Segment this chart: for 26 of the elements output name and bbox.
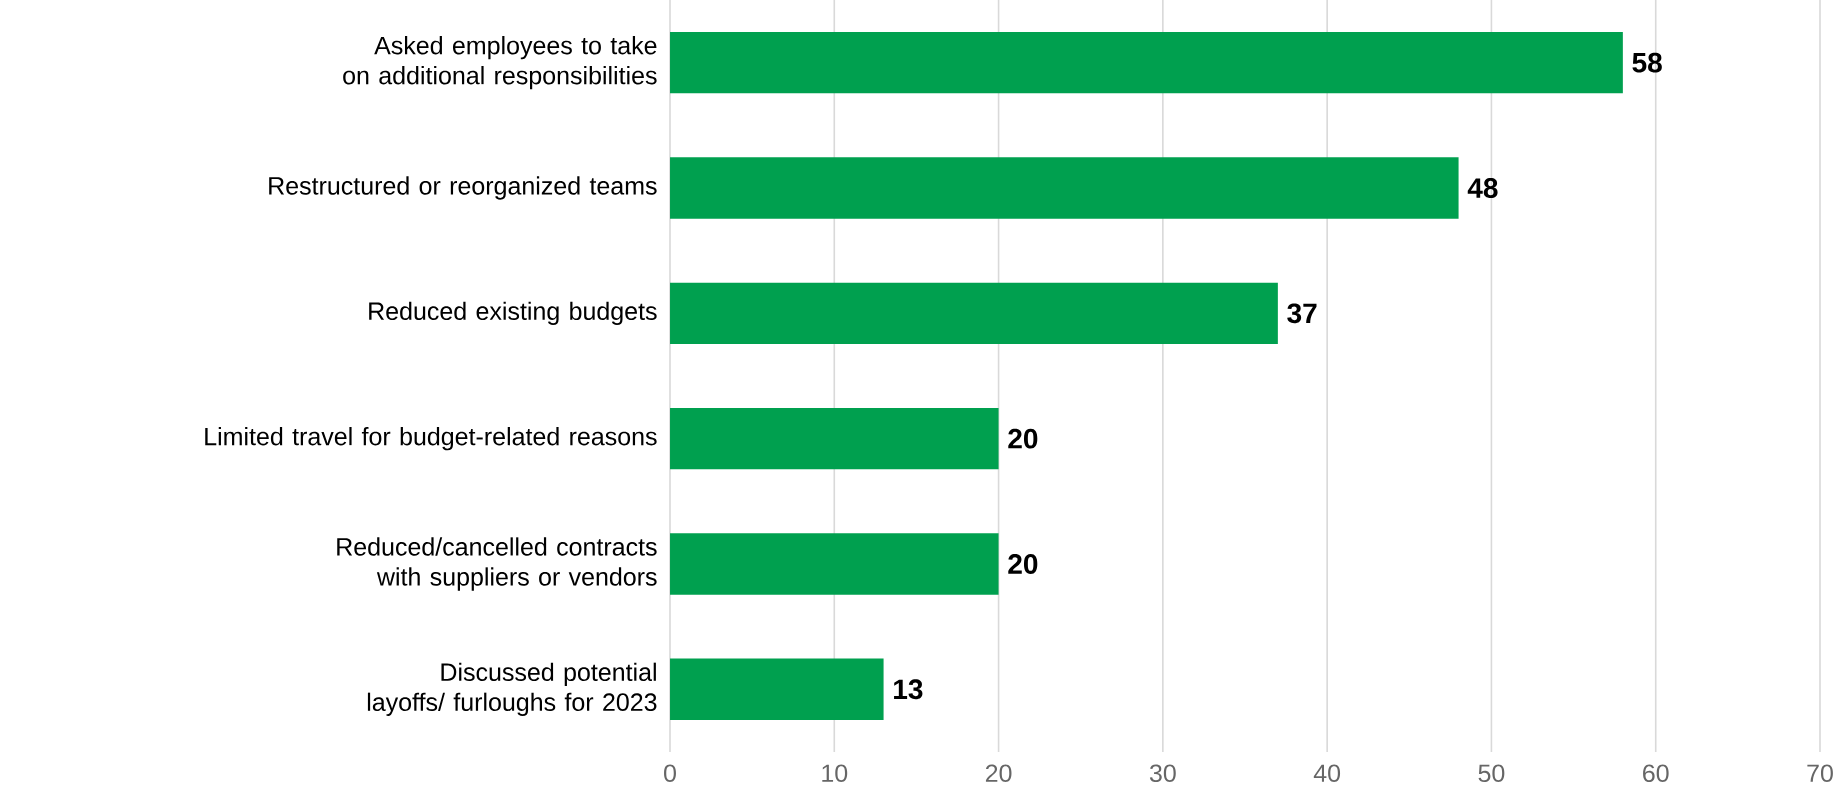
- y-tick-label: Reduced/cancelled contracts with suppliers or vendors: [337, 537, 657, 591]
- bar: [670, 407, 999, 470]
- x-tick-label: 10: [822, 764, 848, 783]
- bar: [670, 658, 884, 721]
- data-label: 20: [1008, 428, 1038, 449]
- x-tick-label: 40: [1313, 764, 1341, 783]
- x-tick-label: 0: [664, 764, 676, 783]
- data-label: 37: [1287, 303, 1317, 324]
- y-tick-label: Restructured or reorganized teams: [269, 176, 657, 200]
- bar: [670, 533, 999, 595]
- y-tick-label: Reduced existing budgets: [369, 301, 657, 325]
- bar: [670, 282, 1278, 345]
- data-label: 58: [1632, 52, 1662, 73]
- y-tick-label: Asked employees to take on additional responsibilities: [343, 36, 657, 90]
- bar: [670, 31, 1623, 94]
- x-tick-label: 20: [985, 764, 1012, 783]
- x-tick-label: 50: [1478, 764, 1505, 783]
- y-tick-label: Discussed potential layoffs/ furloughs for 2023: [367, 662, 657, 716]
- x-tick-label: 30: [1149, 764, 1176, 783]
- data-label: 13: [894, 679, 923, 700]
- y-tick-label: Limited travel for budget-related reasons: [205, 427, 657, 451]
- data-label: 20: [1008, 554, 1038, 574]
- bar: [670, 157, 1459, 219]
- x-tick-label: 70: [1807, 764, 1833, 783]
- x-tick-label: 60: [1643, 764, 1669, 783]
- data-label: 48: [1467, 178, 1498, 198]
